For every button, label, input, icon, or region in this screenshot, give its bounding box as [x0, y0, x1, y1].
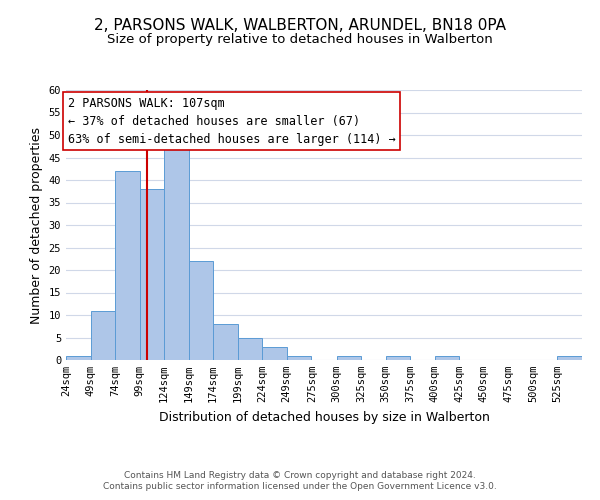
Text: Contains public sector information licensed under the Open Government Licence v3: Contains public sector information licen… [103, 482, 497, 491]
Text: Size of property relative to detached houses in Walberton: Size of property relative to detached ho… [107, 32, 493, 46]
Text: Contains HM Land Registry data © Crown copyright and database right 2024.: Contains HM Land Registry data © Crown c… [124, 471, 476, 480]
Bar [262, 346, 287, 360]
Bar [435, 356, 460, 360]
Bar [213, 324, 238, 360]
Y-axis label: Number of detached properties: Number of detached properties [30, 126, 43, 324]
Bar [140, 189, 164, 360]
Text: 2, PARSONS WALK, WALBERTON, ARUNDEL, BN18 0PA: 2, PARSONS WALK, WALBERTON, ARUNDEL, BN1… [94, 18, 506, 32]
Bar [91, 310, 115, 360]
Bar [386, 356, 410, 360]
Bar [287, 356, 311, 360]
Bar [115, 171, 140, 360]
Bar [66, 356, 91, 360]
Bar [238, 338, 262, 360]
Bar [557, 356, 582, 360]
X-axis label: Distribution of detached houses by size in Walberton: Distribution of detached houses by size … [158, 410, 490, 424]
Bar [164, 148, 188, 360]
Bar [337, 356, 361, 360]
Bar [188, 261, 213, 360]
Text: 2 PARSONS WALK: 107sqm
← 37% of detached houses are smaller (67)
63% of semi-det: 2 PARSONS WALK: 107sqm ← 37% of detached… [68, 97, 396, 146]
